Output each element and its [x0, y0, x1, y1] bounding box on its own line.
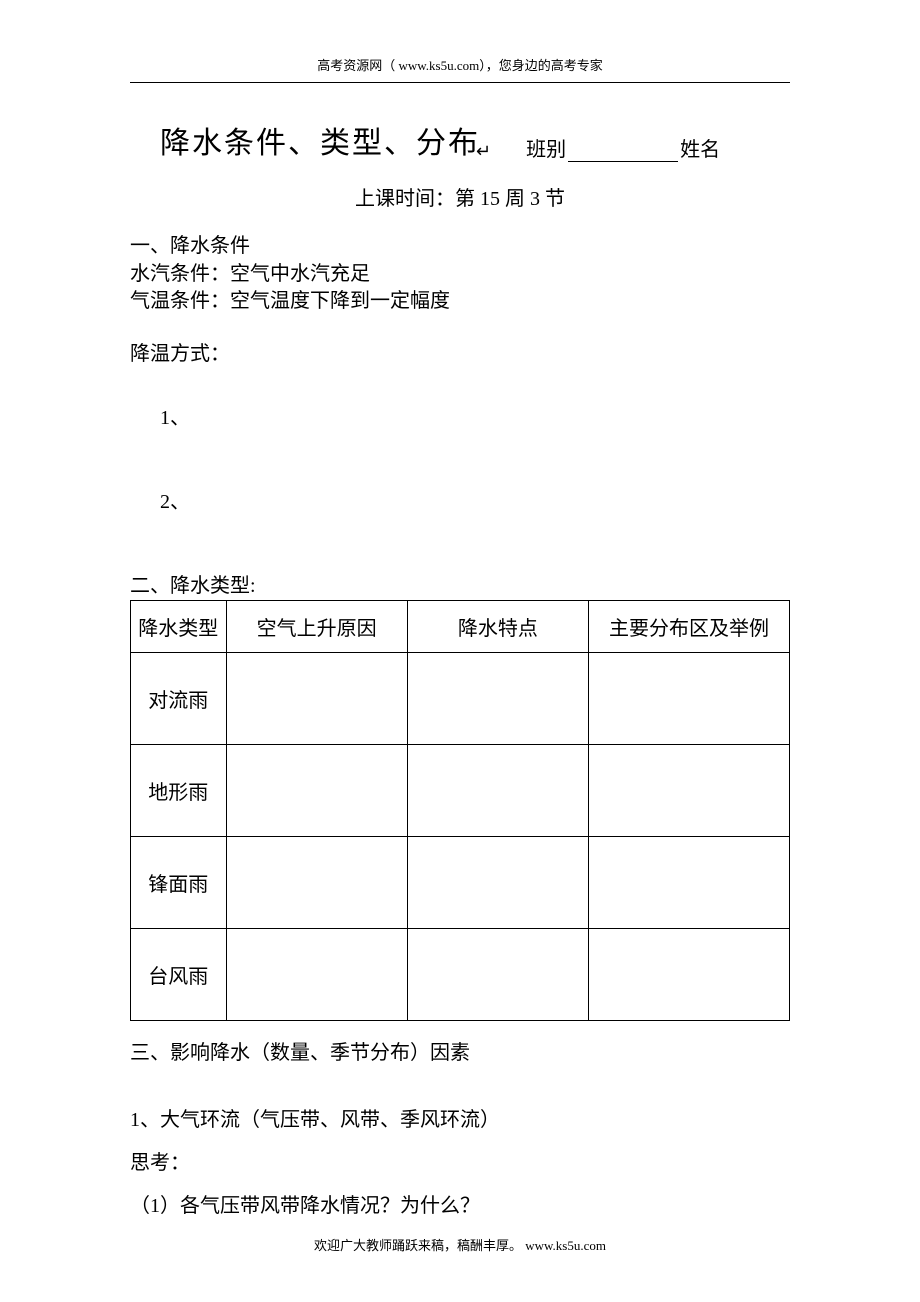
table-cell	[588, 837, 789, 929]
table-cell	[226, 837, 407, 929]
section1-heading: 一、降水条件	[130, 229, 790, 258]
table-cell	[588, 929, 789, 1021]
table-row: 对流雨	[131, 653, 790, 745]
table-cell: 台风雨	[131, 929, 227, 1021]
class-blank[interactable]	[568, 161, 678, 162]
table-cell	[407, 745, 588, 837]
table-cell	[588, 653, 789, 745]
table-cell: 锋面雨	[131, 837, 227, 929]
main-title: 降水条件、类型、分布	[160, 118, 480, 162]
table-row: 锋面雨	[131, 837, 790, 929]
table-row: 地形雨	[131, 745, 790, 837]
table-header-cell: 空气上升原因	[226, 601, 407, 653]
cooling-item-1: 1、	[160, 401, 790, 430]
page-footer: 欢迎广大教师踊跃来稿，稿酬丰厚。 www.ks5u.com	[0, 1235, 920, 1254]
table-row: 台风雨	[131, 929, 790, 1021]
table-cell	[226, 653, 407, 745]
table-cell	[407, 653, 588, 745]
section1-line2: 气温条件：空气温度下降到一定幅度	[130, 288, 790, 315]
sub-question-1: （1）各气压带风带降水情况？为什么？	[130, 1189, 790, 1218]
cooling-method-label: 降温方式：	[130, 337, 790, 366]
section2-heading: 二、降水类型:	[130, 569, 790, 598]
name-label: 姓名	[680, 133, 720, 162]
precipitation-table: 降水类型 空气上升原因 降水特点 主要分布区及举例 对流雨 地形雨 锋面雨	[130, 600, 790, 1021]
table-cell	[407, 837, 588, 929]
title-row: 降水条件、类型、分布 ↵ 班别 姓名	[130, 118, 790, 162]
table-header-row: 降水类型 空气上升原因 降水特点 主要分布区及举例	[131, 601, 790, 653]
table-header-cell: 主要分布区及举例	[588, 601, 789, 653]
class-name-fields: 班别 姓名	[526, 133, 720, 162]
class-label: 班别	[526, 133, 566, 162]
cooling-item-2: 2、	[160, 485, 790, 514]
think-label: 思考：	[130, 1146, 790, 1175]
table-cell: 对流雨	[131, 653, 227, 745]
section1-line1: 水汽条件：空气中水汽充足	[130, 261, 790, 288]
section3-heading: 三、影响降水（数量、季节分布）因素	[130, 1036, 790, 1065]
header-divider	[130, 82, 790, 83]
table-cell	[226, 745, 407, 837]
page-header: 高考资源网（ www.ks5u.com），您身边的高考专家	[130, 55, 790, 74]
page-container: 高考资源网（ www.ks5u.com），您身边的高考专家 降水条件、类型、分布…	[0, 0, 920, 1302]
table-cell	[226, 929, 407, 1021]
table-header-cell: 降水特点	[407, 601, 588, 653]
question-1: 1、大气环流（气压带、风带、季风环流）	[130, 1103, 790, 1132]
table-cell: 地形雨	[131, 745, 227, 837]
subtitle: 上课时间：第 15 周 3 节	[130, 182, 790, 211]
table-cell	[588, 745, 789, 837]
table-cell	[407, 929, 588, 1021]
table-header-cell: 降水类型	[131, 601, 227, 653]
title-cursor-mark: ↵	[476, 141, 491, 162]
